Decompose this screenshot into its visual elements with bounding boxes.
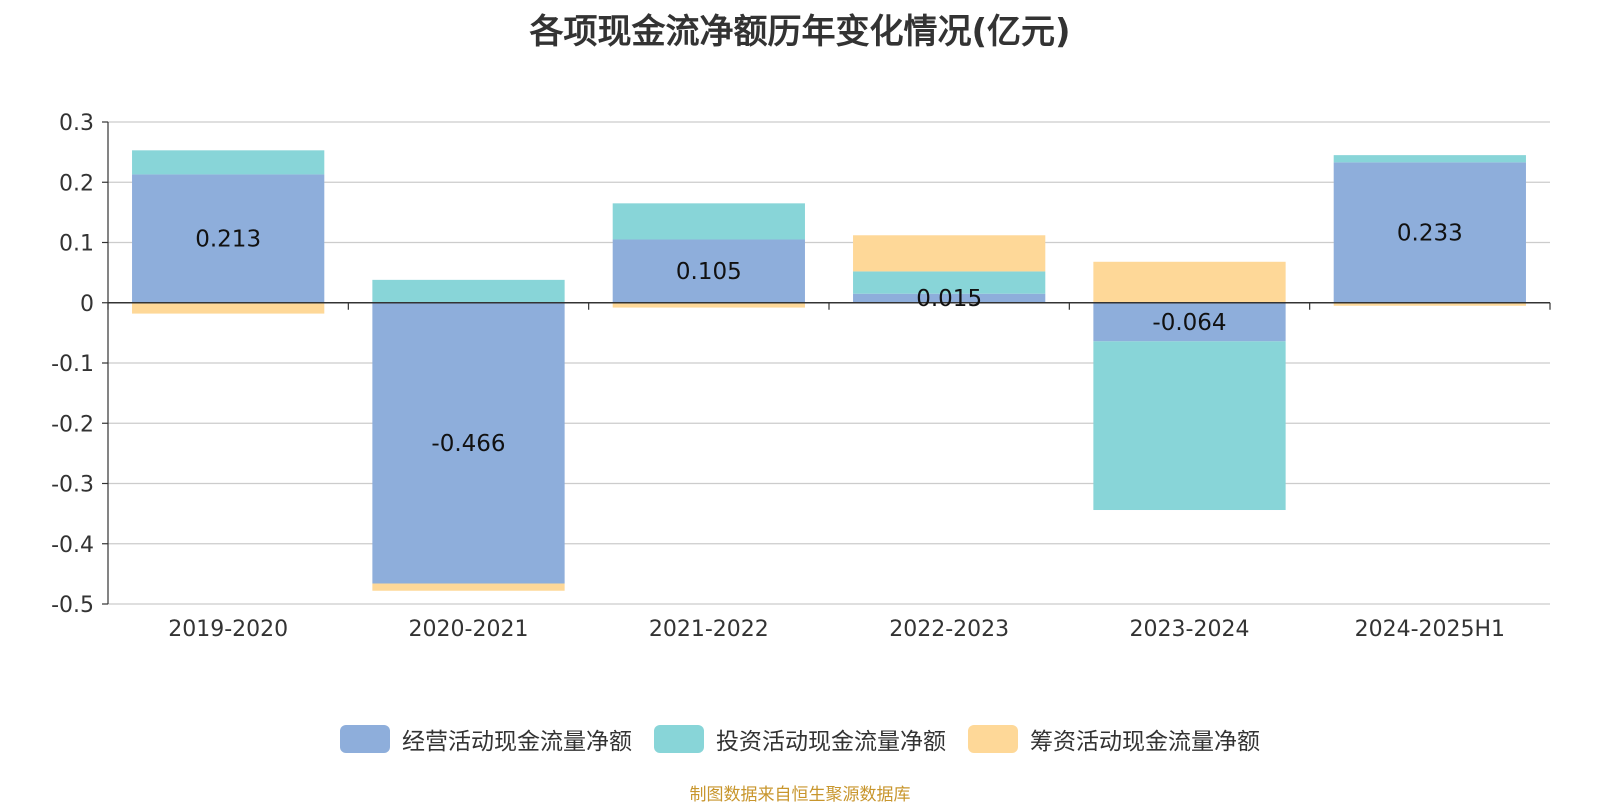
bar — [612, 239, 805, 303]
data-label: 0.015 — [916, 286, 982, 312]
y-tick-label: -0.5 — [51, 593, 94, 618]
x-tick-label: 2023-2024 — [1130, 617, 1250, 642]
data-labels: 0.213 -0.466 0.105 0.015 -0.064 0.233 — [195, 221, 1463, 458]
x-tick-label: 2021-2022 — [649, 617, 769, 642]
data-label: 0.213 — [195, 227, 261, 253]
y-tick-label: -0.4 — [51, 533, 94, 558]
x-tick-label: 2024-2025H1 — [1355, 617, 1505, 642]
bar — [1093, 261, 1286, 303]
bar — [1093, 302, 1286, 342]
bar — [853, 235, 1046, 272]
legend: 经营活动现金流量净额 投资活动现金流量净额 筹资活动现金流量净额 — [0, 722, 1600, 756]
bar — [132, 174, 325, 303]
bar — [372, 279, 565, 303]
source-note: 制图数据来自恒生聚源数据库 — [689, 785, 911, 805]
data-label: 0.233 — [1397, 221, 1463, 247]
x-tick-label: 2020-2021 — [409, 617, 529, 642]
legend-item[interactable]: 经营活动现金流量净额 — [340, 722, 632, 756]
y-tick-label: 0.1 — [59, 232, 94, 257]
chart-title: 各项现金流净额历年变化情况(亿元) — [529, 12, 1071, 52]
y-tick-label: 0.3 — [59, 111, 94, 136]
bar — [1333, 155, 1526, 163]
data-label: 0.105 — [676, 259, 742, 285]
legend-item[interactable]: 投资活动现金流量净额 — [654, 722, 946, 756]
legend-swatch — [968, 725, 1018, 753]
bar — [853, 293, 1046, 303]
bar — [612, 203, 805, 240]
x-tick-label: 2022-2023 — [889, 617, 1009, 642]
y-tick-label: 0.2 — [59, 171, 94, 196]
legend-swatch — [654, 725, 704, 753]
axes: 0.3 0.2 0.1 0 -0.1 -0.2 -0.3 -0.4 -0.5 2019-2020 2… — [51, 111, 1551, 642]
legend-swatch — [340, 725, 390, 753]
legend-label: 筹资活动现金流量净额 — [1030, 729, 1260, 755]
bar — [372, 583, 565, 591]
data-label: -0.466 — [431, 431, 505, 457]
grid-lines — [108, 121, 1550, 605]
x-tick-label: 2019-2020 — [168, 617, 288, 642]
y-tick-label: 0 — [80, 292, 94, 317]
bar — [612, 302, 805, 308]
bars — [132, 150, 1526, 591]
bar — [1093, 341, 1286, 511]
bar — [372, 302, 565, 584]
y-tick-label: -0.1 — [51, 352, 94, 377]
data-label: -0.064 — [1152, 310, 1226, 336]
legend-item[interactable]: 筹资活动现金流量净额 — [968, 722, 1260, 756]
y-tick-label: -0.2 — [51, 412, 94, 437]
legend-label: 经营活动现金流量净额 — [402, 729, 632, 755]
bar — [132, 302, 325, 314]
bar — [1333, 162, 1526, 303]
bar — [132, 150, 325, 175]
y-tick-label: -0.3 — [51, 473, 94, 498]
bar — [853, 271, 1046, 294]
bar — [1333, 302, 1526, 306]
legend-label: 投资活动现金流量净额 — [716, 729, 946, 755]
